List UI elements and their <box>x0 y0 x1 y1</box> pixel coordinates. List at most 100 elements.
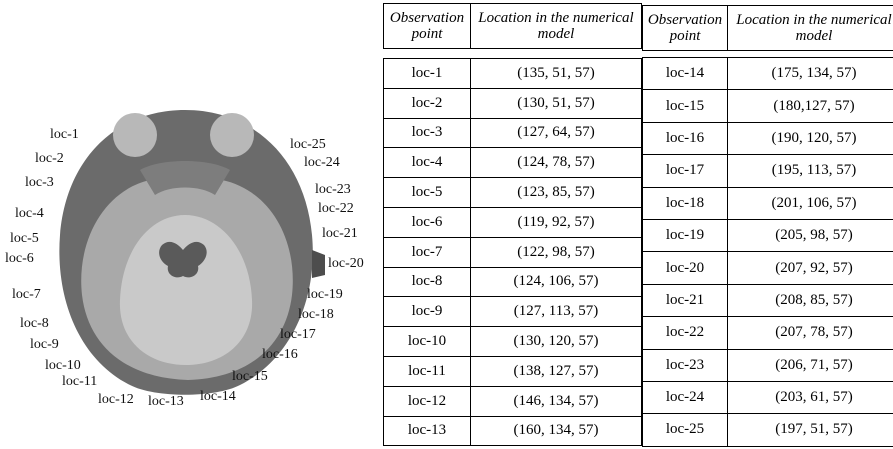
table-row: loc-25(197, 51, 57) <box>643 414 893 446</box>
table-cell: loc-13 <box>384 416 471 446</box>
table-cell: (190, 120, 57) <box>728 122 893 154</box>
table-cell: (206, 71, 57) <box>728 349 893 381</box>
table-cell: loc-16 <box>643 122 728 154</box>
location-label: loc-24 <box>304 155 340 170</box>
table-cell: loc-21 <box>643 284 728 316</box>
table-cell: (119, 92, 57) <box>471 207 642 237</box>
table-row: loc-12(146, 134, 57) <box>384 386 642 416</box>
table-row: loc-18(201, 106, 57) <box>643 187 893 219</box>
table-row: loc-2(130, 51, 57) <box>384 88 642 118</box>
table-row: loc-13(160, 134, 57) <box>384 416 642 446</box>
header-cell: Observation point <box>643 6 728 51</box>
table-cell: loc-12 <box>384 386 471 416</box>
table-row: loc-5(123, 85, 57) <box>384 178 642 208</box>
eye <box>210 113 254 157</box>
location-label: loc-17 <box>280 327 316 342</box>
table-cell: (203, 61, 57) <box>728 381 893 413</box>
location-label: loc-5 <box>10 231 39 246</box>
table-cell: (201, 106, 57) <box>728 187 893 219</box>
location-label: loc-15 <box>232 369 268 384</box>
table-body: loc-1(135, 51, 57)loc-2(130, 51, 57)loc-… <box>383 58 642 446</box>
location-label: loc-19 <box>307 287 343 302</box>
table-cell: (146, 134, 57) <box>471 386 642 416</box>
table-cell: (135, 51, 57) <box>471 59 642 89</box>
location-label: loc-6 <box>5 251 34 266</box>
location-label: loc-20 <box>328 256 364 271</box>
table-cell: (123, 85, 57) <box>471 178 642 208</box>
table-cell: (130, 120, 57) <box>471 327 642 357</box>
table-cell: (205, 98, 57) <box>728 219 893 251</box>
location-label: loc-12 <box>98 392 134 407</box>
location-label: loc-9 <box>30 337 59 352</box>
table-cell: (127, 113, 57) <box>471 297 642 327</box>
table-row: loc-4(124, 78, 57) <box>384 148 642 178</box>
location-label: loc-10 <box>45 358 81 373</box>
table-body: loc-14(175, 134, 57)loc-15(180,127, 57)l… <box>642 57 893 447</box>
table-cell: loc-17 <box>643 155 728 187</box>
table-row: loc-8(124, 106, 57) <box>384 267 642 297</box>
table-row: loc-14(175, 134, 57) <box>643 58 893 90</box>
eye <box>113 113 157 157</box>
location-label: loc-3 <box>25 175 54 190</box>
table-row: loc-16(190, 120, 57) <box>643 122 893 154</box>
table-cell: loc-5 <box>384 178 471 208</box>
table-cell: loc-22 <box>643 317 728 349</box>
location-label: loc-11 <box>62 374 97 389</box>
header-cell: Location in the numerical model <box>471 4 642 49</box>
table-cell: loc-15 <box>643 90 728 122</box>
table-cell: (127, 64, 57) <box>471 118 642 148</box>
location-label: loc-8 <box>20 316 49 331</box>
table-row: loc-23(206, 71, 57) <box>643 349 893 381</box>
table-cell: (207, 92, 57) <box>728 252 893 284</box>
table-row: loc-15(180,127, 57) <box>643 90 893 122</box>
table-row: loc-19(205, 98, 57) <box>643 219 893 251</box>
table-cell: (130, 51, 57) <box>471 88 642 118</box>
table-cell: loc-19 <box>643 219 728 251</box>
table-row: loc-21(208, 85, 57) <box>643 284 893 316</box>
table-cell: loc-14 <box>643 58 728 90</box>
table-row: loc-22(207, 78, 57) <box>643 317 893 349</box>
location-label: loc-25 <box>290 137 326 152</box>
table-cell: (195, 113, 57) <box>728 155 893 187</box>
ear <box>312 250 325 278</box>
location-label: loc-7 <box>12 287 41 302</box>
location-label: loc-22 <box>318 201 354 216</box>
table-cell: loc-24 <box>643 381 728 413</box>
location-label: loc-1 <box>50 127 79 142</box>
table-cell: (208, 85, 57) <box>728 284 893 316</box>
header-cell: Observation point <box>384 4 471 49</box>
table-cell: loc-2 <box>384 88 471 118</box>
table-cell: loc-11 <box>384 356 471 386</box>
table-cell: loc-8 <box>384 267 471 297</box>
table-row: loc-9(127, 113, 57) <box>384 297 642 327</box>
table-cell: (124, 106, 57) <box>471 267 642 297</box>
table-cell: loc-25 <box>643 414 728 446</box>
table-row: loc-6(119, 92, 57) <box>384 207 642 237</box>
table-cell: loc-7 <box>384 237 471 267</box>
table-cell: (138, 127, 57) <box>471 356 642 386</box>
table-cell: loc-20 <box>643 252 728 284</box>
location-label: loc-2 <box>35 151 64 166</box>
table-cell: loc-4 <box>384 148 471 178</box>
table-cell: (124, 78, 57) <box>471 148 642 178</box>
table-cell: (197, 51, 57) <box>728 414 893 446</box>
table-cell: (122, 98, 57) <box>471 237 642 267</box>
table-cell: (180,127, 57) <box>728 90 893 122</box>
location-label: loc-4 <box>15 206 44 221</box>
table-row: loc-20(207, 92, 57) <box>643 252 893 284</box>
table-row: loc-17(195, 113, 57) <box>643 155 893 187</box>
table-cell: loc-1 <box>384 59 471 89</box>
table-cell: loc-6 <box>384 207 471 237</box>
location-label: loc-14 <box>200 389 236 404</box>
table-cell: (207, 78, 57) <box>728 317 893 349</box>
brain-figure: loc-1 loc-2 loc-3 loc-4 loc-5 loc-6 loc-7 loc-8… <box>0 0 375 449</box>
header-cell: Location in the numerical model <box>728 6 893 51</box>
table-row: loc-3(127, 64, 57) <box>384 118 642 148</box>
table-row: loc-7(122, 98, 57) <box>384 237 642 267</box>
table-cell: loc-10 <box>384 327 471 357</box>
location-label: loc-21 <box>322 226 358 241</box>
table-cell: loc-9 <box>384 297 471 327</box>
